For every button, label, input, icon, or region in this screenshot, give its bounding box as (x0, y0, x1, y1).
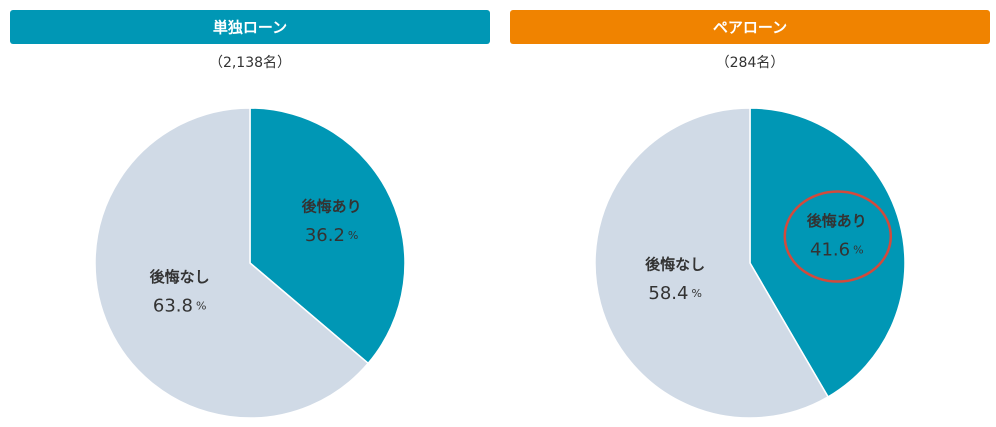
value-number: 63.8 (153, 296, 193, 317)
value-unit: % (853, 244, 863, 257)
subtitle: （2,138名） (209, 55, 291, 71)
value-number: 41.6 (810, 240, 850, 261)
value-number: 58.4 (648, 283, 688, 304)
pie-slice (594, 107, 830, 419)
subtitle: （284名） (716, 55, 785, 71)
slice-value: 41.6% (810, 240, 864, 261)
slice-label: 後悔なし (644, 256, 705, 274)
pie-slice (249, 107, 406, 365)
value-unit: % (691, 287, 701, 300)
slice-label: 後悔あり (806, 212, 867, 230)
slice-value: 36.2% (305, 225, 359, 246)
slice-value: 63.8% (153, 296, 207, 317)
slice-value: 58.4% (648, 283, 702, 304)
header-title: 単独ローン (213, 19, 287, 37)
pie-slice (749, 107, 906, 398)
slice-label: 後悔なし (149, 268, 210, 286)
header-title: ペアローン (713, 19, 787, 37)
value-unit: % (196, 300, 206, 313)
header-bar (10, 10, 490, 44)
highlight-circle (783, 190, 893, 283)
slice-label: 後悔あり (301, 198, 362, 216)
pie-slice (94, 107, 370, 419)
value-unit: % (348, 229, 358, 242)
value-number: 36.2 (305, 225, 345, 246)
header-bar (510, 10, 990, 44)
